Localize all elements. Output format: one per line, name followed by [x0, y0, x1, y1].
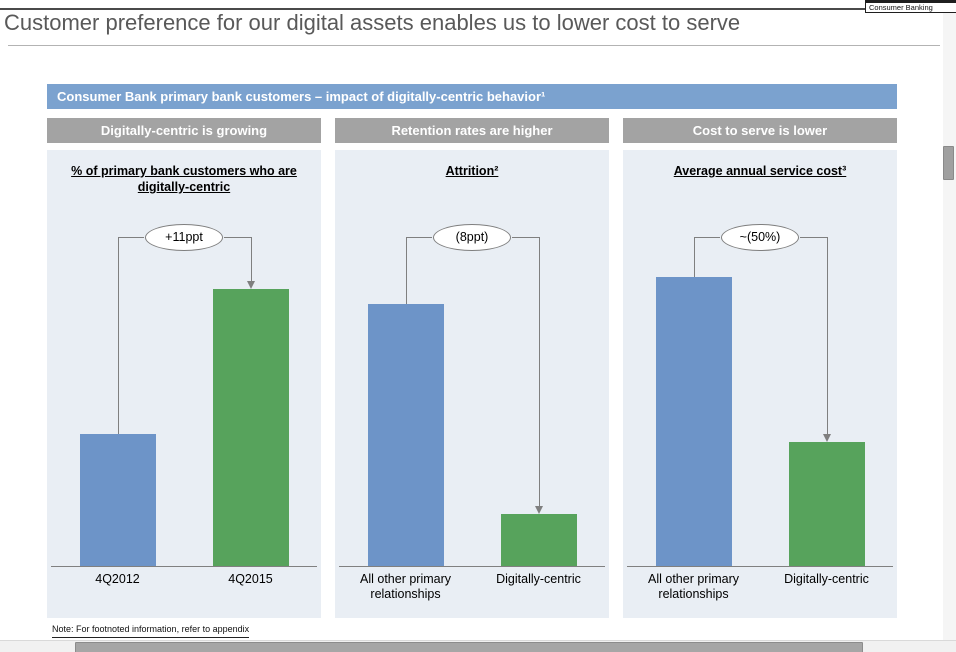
bar-chart-attrition: (8ppt): [339, 210, 605, 567]
x-axis: All other primary relationships Digitall…: [339, 572, 605, 602]
top-border-line: [0, 8, 869, 10]
panel-column-cost: Cost to serve is lower Average annual se…: [623, 118, 897, 618]
bar-4q2012: [79, 434, 156, 566]
chart-panel: Average annual service cost³ ~(50%) All …: [623, 150, 897, 618]
bar-chart-digitally-centric: +11ppt: [51, 210, 317, 567]
x-axis-label: All other primary relationships: [648, 572, 739, 601]
connector-line: [405, 237, 432, 238]
horizontal-scrollbar[interactable]: [0, 640, 956, 652]
connector-line: [405, 237, 407, 305]
vertical-scrollbar[interactable]: [943, 13, 956, 640]
connector-line: [250, 237, 252, 282]
section-banner: Consumer Bank primary bank customers – i…: [47, 84, 897, 109]
arrow-down-icon: [534, 505, 543, 514]
annotation-bubble: (8ppt): [433, 224, 511, 251]
x-axis: 4Q2012 4Q2015: [51, 572, 317, 587]
bar-digitally-centric: [788, 441, 865, 566]
connector-line: [800, 237, 827, 238]
bar-all-other: [367, 304, 444, 566]
footnote: Note: For footnoted information, refer t…: [52, 624, 250, 638]
annotation-text: ~(50%): [739, 230, 781, 244]
horizontal-scrollbar-thumb[interactable]: [75, 642, 863, 652]
x-axis-label: All other primary relationships: [360, 572, 451, 601]
chart-title: % of primary bank customers who are digi…: [71, 164, 297, 195]
panel-header: Retention rates are higher: [335, 118, 609, 143]
bar-digitally-centric: [500, 513, 577, 566]
annotation-text: (8ppt): [455, 230, 489, 244]
panel-column-growth: Digitally-centric is growing % of primar…: [47, 118, 321, 618]
bar-chart-service-cost: ~(50%): [627, 210, 893, 567]
bar-all-other: [655, 276, 732, 566]
arrow-down-icon: [246, 281, 255, 290]
x-axis: All other primary relationships Digitall…: [627, 572, 893, 602]
connector-line: [693, 237, 720, 238]
arrow-down-icon: [822, 433, 831, 442]
x-axis-label: Digitally-centric: [784, 572, 869, 586]
slide-title: Customer preference for our digital asse…: [4, 10, 741, 35]
chart-columns: Digitally-centric is growing % of primar…: [47, 118, 897, 618]
chart-panel: % of primary bank customers who are digi…: [47, 150, 321, 618]
bar-4q2015: [212, 289, 289, 566]
annotation-bubble: ~(50%): [721, 224, 799, 251]
annotation-bubble: +11ppt: [145, 224, 223, 251]
title-divider: [8, 45, 940, 46]
connector-line: [538, 237, 540, 506]
panel-header: Cost to serve is lower: [623, 118, 897, 143]
window-tab[interactable]: Consumer Banking: [865, 0, 956, 13]
chart-title: Average annual service cost³: [673, 164, 847, 178]
connector-line: [117, 237, 119, 435]
x-axis-label: 4Q2012: [95, 572, 140, 586]
window-tab-label: Consumer Banking: [869, 3, 933, 12]
chart-panel: Attrition² (8ppt) All other primary rela…: [335, 150, 609, 618]
section-banner-text: Consumer Bank primary bank customers – i…: [57, 89, 546, 104]
x-axis-label: 4Q2015: [228, 572, 273, 586]
vertical-scrollbar-thumb[interactable]: [943, 146, 954, 180]
panel-header: Digitally-centric is growing: [47, 118, 321, 143]
connector-line: [693, 237, 695, 277]
connector-line: [224, 237, 251, 238]
annotation-text: +11ppt: [165, 230, 203, 244]
connector-line: [117, 237, 144, 238]
panel-column-retention: Retention rates are higher Attrition² (8…: [335, 118, 609, 618]
chart-title: Attrition²: [445, 164, 499, 178]
connector-line: [826, 237, 828, 434]
connector-line: [512, 237, 539, 238]
x-axis-label: Digitally-centric: [496, 572, 581, 586]
